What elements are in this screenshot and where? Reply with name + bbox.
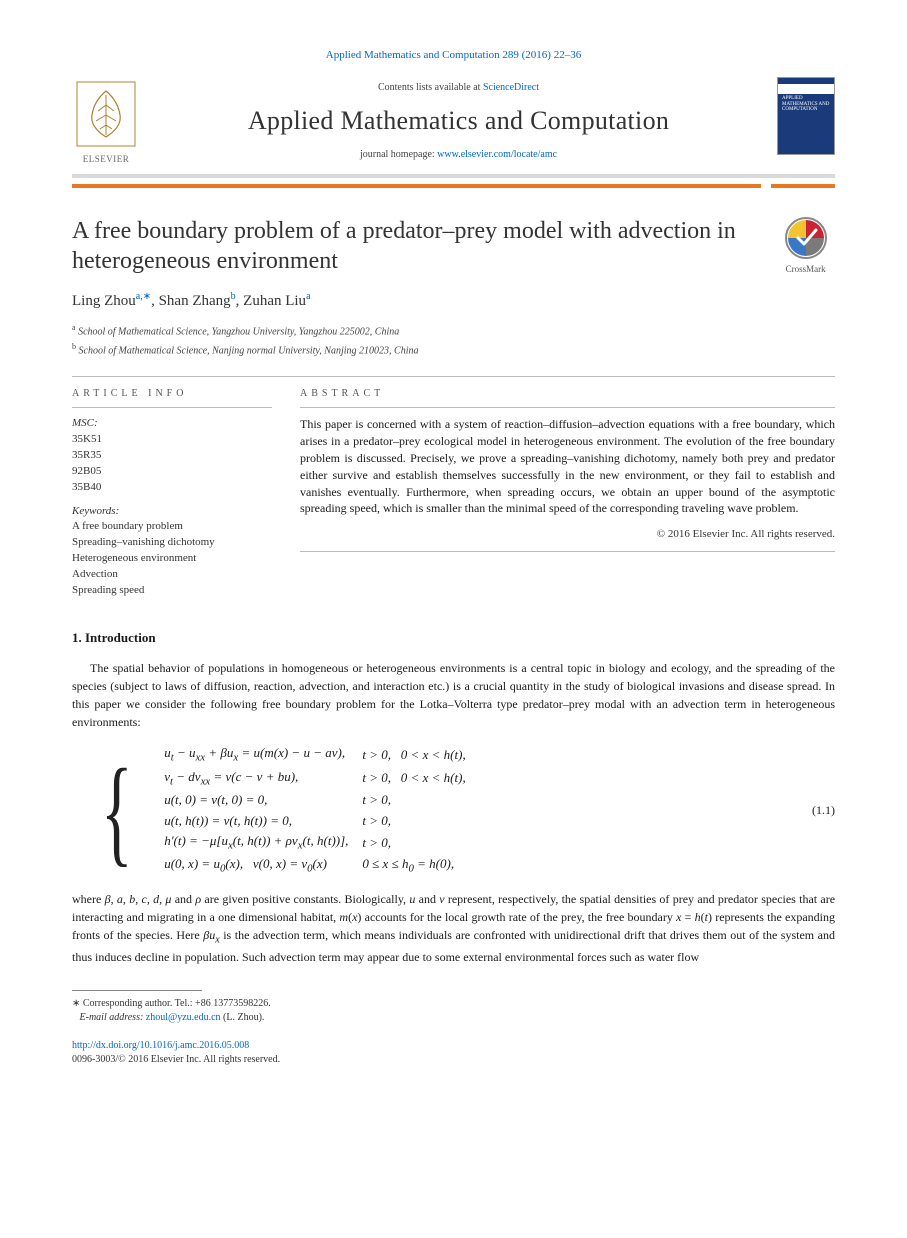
article-info-column: article info MSC: 35K51 35R35 92B05 35B4… [72, 387, 272, 598]
equation-number: (1.1) [792, 802, 835, 819]
keyword: A free boundary problem [72, 519, 272, 535]
keyword: Spreading–vanishing dichotomy [72, 535, 272, 551]
author-mark: a,∗ [136, 291, 151, 302]
email-footnote: E-mail address: zhoul@yzu.edu.cn (L. Zho… [72, 1011, 835, 1025]
citation-line: Applied Mathematics and Computation 289 … [72, 48, 835, 63]
horizontal-rule [72, 376, 835, 377]
email-attribution: (L. Zhou). [223, 1012, 264, 1023]
abstract-heading: abstract [300, 387, 835, 401]
affiliation-text: School of Mathematical Science, Nanjing … [79, 345, 419, 356]
corresponding-text: Corresponding author. Tel.: +86 13773598… [83, 998, 271, 1009]
crossmark-icon [784, 216, 828, 260]
abstract-copyright: © 2016 Elsevier Inc. All rights reserved… [300, 527, 835, 542]
author-name[interactable]: Ling Zhou [72, 293, 136, 309]
elsevier-tree-icon [76, 81, 136, 151]
contents-available-line: Contents lists available at ScienceDirec… [154, 81, 763, 95]
msc-code: 35R35 [72, 448, 272, 464]
equation-row: ut − uxx + βux = u(m(x) − u − av), t > 0… [164, 743, 480, 767]
affiliation-text: School of Mathematical Science, Yangzhou… [78, 326, 399, 337]
cover-journal-text: APPLIED MATHEMATICS AND COMPUTATION [782, 96, 830, 113]
doi-link[interactable]: http://dx.doi.org/10.1016/j.amc.2016.05.… [72, 1040, 249, 1051]
author-mark: b [231, 291, 236, 302]
journal-homepage-link[interactable]: www.elsevier.com/locate/amc [437, 149, 557, 160]
affiliation: a School of Mathematical Science, Yangzh… [72, 322, 835, 339]
keyword: Advection [72, 567, 272, 583]
equation-table: ut − uxx + βux = u(m(x) − u − av), t > 0… [164, 743, 480, 878]
orange-divider [72, 184, 835, 188]
contents-prefix: Contents lists available at [378, 82, 483, 93]
journal-header: ELSEVIER Contents lists available at Sci… [72, 77, 835, 177]
msc-label: MSC: [72, 416, 272, 431]
journal-title: Applied Mathematics and Computation [154, 103, 763, 139]
elsevier-logo: ELSEVIER [72, 77, 140, 165]
intro-paragraph-1: The spatial behavior of populations in h… [72, 659, 835, 731]
email-label: E-mail address: [80, 1012, 144, 1023]
msc-code: 92B05 [72, 464, 272, 480]
citation-link[interactable]: Applied Mathematics and Computation 289 … [326, 49, 581, 61]
intro-paragraph-2: where β, a, b, c, d, μ and ρ are given p… [72, 890, 835, 965]
issn-copyright-line: 0096-3003/© 2016 Elsevier Inc. All right… [72, 1053, 835, 1067]
keyword: Heterogeneous environment [72, 551, 272, 567]
equation-system: { ut − uxx + βux = u(m(x) − u − av), t >… [101, 743, 835, 878]
section-heading-introduction: 1. Introduction [72, 629, 835, 647]
equation-row: h′(t) = −μ[ux(t, h(t)) + ρvx(t, h(t))], … [164, 831, 480, 855]
author-email-link[interactable]: zhoul@yzu.edu.cn [146, 1012, 221, 1023]
author-list: Ling Zhoua,∗, Shan Zhangb, Zuhan Liua [72, 290, 835, 312]
footnote-rule [72, 990, 202, 991]
equation-row: u(0, x) = u0(x), v(0, x) = v0(x) 0 ≤ x ≤… [164, 854, 480, 878]
keywords-label: Keywords: [72, 504, 272, 519]
equation-row: u(t, h(t)) = v(t, h(t)) = 0, t > 0, [164, 811, 480, 831]
corresponding-author-footnote: ∗ Corresponding author. Tel.: +86 137735… [72, 997, 835, 1011]
journal-homepage-line: journal homepage: www.elsevier.com/locat… [154, 148, 763, 162]
equation-row: vt − dvxx = v(c − v + bu), t > 0, 0 < x … [164, 767, 480, 791]
msc-code: 35B40 [72, 480, 272, 496]
equation-row: u(t, 0) = v(t, 0) = 0, t > 0, [164, 790, 480, 810]
author-name[interactable]: Zuhan Liu [243, 293, 306, 309]
article-info-heading: article info [72, 387, 272, 401]
article-title: A free boundary problem of a predator–pr… [72, 216, 758, 276]
author-name[interactable]: Shan Zhang [159, 293, 231, 309]
abstract-column: abstract This paper is concerned with a … [300, 387, 835, 598]
doi-line: http://dx.doi.org/10.1016/j.amc.2016.05.… [72, 1039, 835, 1053]
sciencedirect-link[interactable]: ScienceDirect [483, 82, 539, 93]
crossmark-label: CrossMark [776, 263, 835, 276]
crossmark-badge[interactable]: CrossMark [776, 216, 835, 276]
msc-code: 35K51 [72, 432, 272, 448]
homepage-prefix: journal homepage: [360, 149, 437, 160]
abstract-text: This paper is concerned with a system of… [300, 416, 835, 517]
journal-cover-thumbnail: APPLIED MATHEMATICS AND COMPUTATION [777, 77, 835, 155]
page-container: Applied Mathematics and Computation 289 … [0, 0, 907, 1107]
affiliation: b School of Mathematical Science, Nanjin… [72, 341, 835, 358]
affiliation-mark: b [72, 342, 76, 351]
elsevier-brand-text: ELSEVIER [83, 153, 130, 166]
affiliation-mark: a [72, 323, 76, 332]
author-mark: a [306, 291, 310, 302]
keyword: Spreading speed [72, 583, 272, 599]
